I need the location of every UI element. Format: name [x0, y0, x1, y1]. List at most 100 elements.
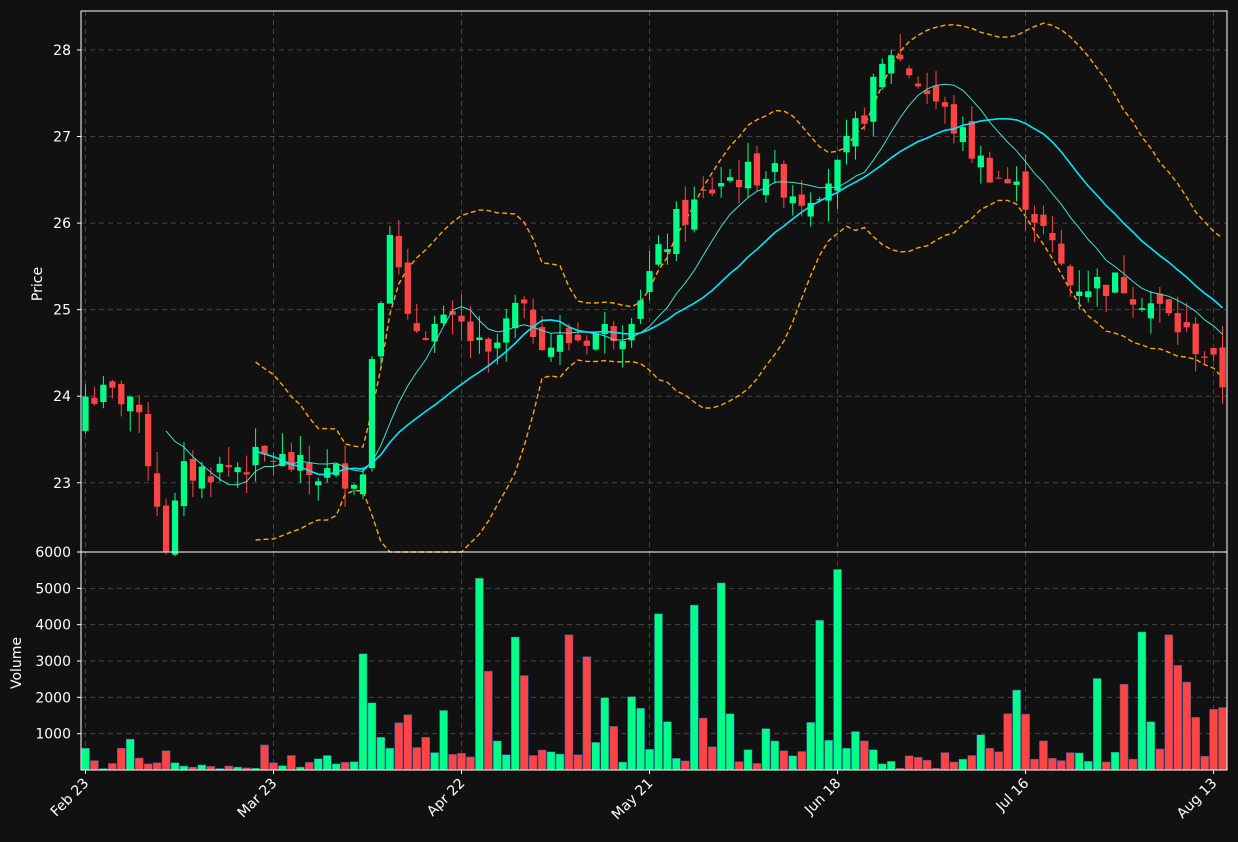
candle-body [270, 460, 277, 462]
volume-bar [904, 755, 914, 771]
volume-bar [851, 731, 860, 771]
candle-body [297, 454, 304, 471]
volume-bar [367, 702, 377, 771]
candle-body [377, 303, 385, 357]
volume-bar [922, 759, 932, 771]
candle-body [735, 179, 743, 188]
candle-body [789, 196, 796, 204]
candle-body [234, 467, 241, 473]
volume-bar [305, 762, 314, 771]
candle-body [709, 189, 716, 194]
volume-bar [1164, 634, 1174, 771]
candle-body [852, 118, 859, 147]
candle-body [198, 466, 206, 489]
candle-body [556, 334, 564, 352]
candle-body [1058, 243, 1065, 264]
price-tick-label: 24 [53, 389, 71, 405]
candle-body [601, 323, 608, 335]
candle-body [619, 341, 626, 350]
volume-bar [376, 737, 386, 771]
volume-bar [725, 713, 735, 771]
candle-body [574, 334, 582, 341]
volume-bar [806, 722, 815, 771]
candle-body [529, 309, 537, 337]
candle-body [404, 262, 411, 314]
volume-bar [519, 675, 529, 771]
volume-bar [1155, 748, 1165, 771]
volume-tick-label: 6000 [35, 545, 71, 561]
volume-bar [501, 754, 511, 771]
candle-body [1138, 308, 1146, 310]
volume-bar [716, 582, 726, 771]
volume-bar [143, 763, 153, 771]
volume-bar [564, 634, 574, 771]
volume-bar [967, 755, 977, 771]
candle-body [476, 337, 483, 341]
candle-body [1049, 233, 1056, 241]
candle-body [807, 202, 814, 217]
volume-bar [1066, 752, 1075, 771]
candle-body [359, 474, 367, 495]
candle-body [798, 194, 805, 206]
candle-body [422, 337, 429, 341]
candle-body [1165, 299, 1172, 314]
volume-bar [681, 760, 690, 771]
candle-body [207, 476, 214, 483]
candle-body [538, 327, 546, 351]
volume-bar [752, 763, 762, 771]
volume-bar [510, 636, 520, 771]
candle-body [673, 208, 680, 254]
ma-slow-line [255, 118, 1224, 476]
candle-body [118, 383, 125, 405]
volume-bar [475, 577, 484, 771]
candle-body [100, 384, 107, 403]
candle-body [189, 458, 197, 481]
volume-bar [1021, 713, 1030, 771]
volume-bar [1039, 740, 1048, 771]
volume-bar [627, 696, 636, 771]
candle-body [1192, 323, 1199, 355]
candle-body [1067, 266, 1074, 286]
candle-body [762, 178, 770, 196]
volume-bar [1173, 665, 1183, 771]
candle-body [440, 314, 447, 324]
candle-body [350, 484, 358, 489]
candle-body [1022, 171, 1029, 210]
volume-bar [1003, 713, 1012, 771]
volume-bar [913, 757, 923, 771]
volume-bar [430, 752, 439, 771]
volume-bar [958, 758, 968, 771]
volume-bar [994, 751, 1003, 771]
candle-body [1094, 276, 1101, 289]
volume-bar [1101, 761, 1111, 771]
volume-bar [1200, 755, 1209, 771]
volume-bar [546, 751, 556, 771]
volume-bar [636, 707, 645, 771]
volume-axis-label: Volume [9, 637, 25, 689]
volume-bar [260, 744, 269, 771]
candle-body [333, 464, 340, 476]
candle-body [162, 505, 170, 552]
candle-body [216, 463, 223, 473]
volume-bar [734, 761, 744, 771]
candle-body [252, 446, 259, 466]
volume-bar [1092, 678, 1102, 771]
candle-body [395, 235, 402, 268]
candle-body [1156, 293, 1163, 304]
price-tick-label: 25 [53, 303, 71, 319]
bollinger-lower-band [255, 199, 1224, 553]
price-tick-label: 27 [53, 130, 71, 146]
volume-bar [457, 753, 466, 771]
candle-body [1120, 276, 1128, 294]
candle-body [171, 500, 179, 555]
volume-bar [886, 761, 896, 771]
candle-body [521, 299, 528, 304]
volume-bar [1110, 751, 1120, 771]
candle-body [959, 127, 967, 143]
candle-body [592, 333, 599, 350]
candle-body [1040, 214, 1047, 226]
volume-bar [81, 747, 90, 771]
candle-body [914, 83, 922, 87]
